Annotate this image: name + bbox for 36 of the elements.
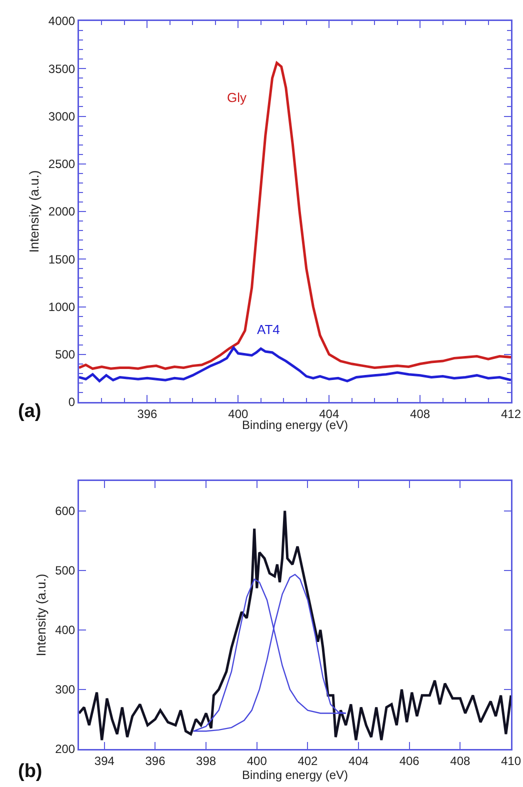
x-tick-label: 398 [196,754,216,768]
x-tick-label: 408 [450,754,471,768]
text: (b) [18,761,42,782]
x-tick-label: 400 [228,406,248,421]
y-tick-label: 0 [68,395,76,410]
y-axis-title: Intensity (a.u.) [26,170,42,253]
x-axis-title: Binding energy (eV) [242,768,348,782]
y-tick-label: 1500 [48,252,76,266]
y-tick-label: 200 [55,742,76,756]
x-tick-label: 404 [348,754,369,768]
y-tick-label: 3000 [48,109,76,124]
y-tick-label: 600 [55,504,76,518]
text: (a) [18,401,42,422]
x-tick-label: 396 [137,406,158,421]
y-tick-label: 500 [55,348,76,362]
y-tick-label: 300 [55,682,76,697]
y-tick-label: 1000 [48,300,76,314]
x-tick-label: 394 [94,754,115,768]
x-tick-label: 404 [319,406,340,421]
y-tick-label: 2500 [48,157,76,172]
x-tick-label: 412 [500,406,522,421]
x-tick-label: 402 [298,754,318,768]
series-label: Gly [227,90,247,105]
x-axis-title: Binding energy (eV) [242,418,348,432]
x-tick-label: 410 [500,754,522,768]
y-tick-label: 3500 [48,62,76,76]
x-tick-label: 406 [399,754,420,768]
y-tick-label: 2000 [48,204,76,219]
series-label: AT4 [257,322,280,337]
y-tick-label: 500 [55,564,76,578]
x-tick-label: 396 [145,754,166,768]
x-tick-label: 408 [410,406,430,421]
x-tick-label: 400 [246,754,268,768]
y-axis-title: Intensity (a.u.) [33,574,48,656]
y-tick-label: 4000 [48,14,76,28]
y-tick-label: 400 [55,623,76,638]
